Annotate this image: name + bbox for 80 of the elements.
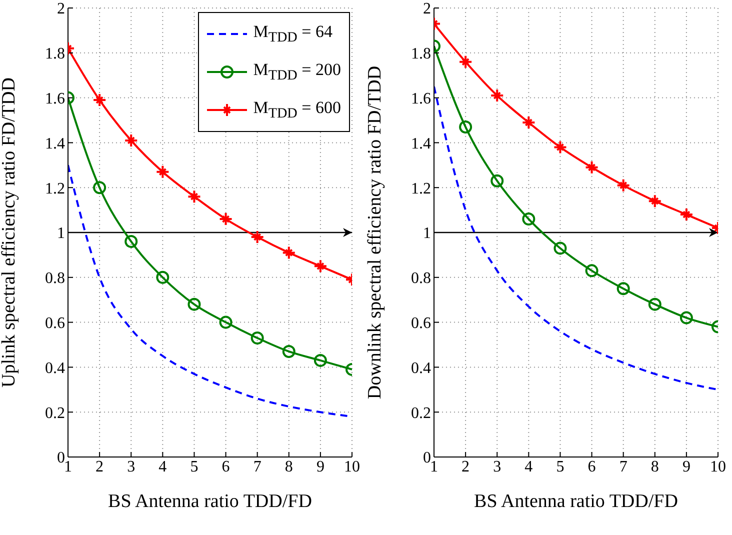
y-tick-label: 0.4 xyxy=(45,360,65,377)
y-tick-label: 1.6 xyxy=(45,90,65,108)
x-tick-label: 3 xyxy=(493,458,502,476)
point xyxy=(680,311,693,324)
y-tick-label: 0.8 xyxy=(45,270,65,288)
point xyxy=(218,212,233,226)
point xyxy=(313,259,328,274)
y-tick-label: 2 xyxy=(57,0,65,18)
x-tick-label: 9 xyxy=(682,458,690,476)
y-tick-label: 1.8 xyxy=(411,46,431,63)
point xyxy=(219,316,232,329)
point xyxy=(679,208,694,222)
y-tick-label: 1.4 xyxy=(411,135,431,152)
point xyxy=(282,344,296,358)
point xyxy=(490,174,504,188)
x-tick-label: 5 xyxy=(556,458,564,476)
point xyxy=(490,88,504,103)
point xyxy=(616,178,630,192)
y-tick-label: 0.2 xyxy=(45,404,65,422)
y-axis-title: Downlink spectral efficiency ratio FD/TDD xyxy=(364,66,386,400)
y-tick-label: 1 xyxy=(423,225,431,242)
x-tick-label: 7 xyxy=(253,458,262,476)
x-axis-title: BS Antenna ratio TDD/FD xyxy=(108,491,312,512)
point xyxy=(522,212,536,226)
point xyxy=(458,54,473,69)
y-tick-label: 1.4 xyxy=(45,135,65,152)
x-tick-label: 6 xyxy=(588,458,596,476)
x-tick-label: 9 xyxy=(316,458,324,476)
point xyxy=(92,93,107,108)
point xyxy=(522,115,536,130)
point xyxy=(156,270,170,284)
point xyxy=(188,298,201,311)
y-tick-label: 0.6 xyxy=(45,314,65,332)
point xyxy=(554,242,567,255)
legend-label: M$_{TDD}$ = 600 xyxy=(253,98,341,122)
y-tick-label: 0 xyxy=(423,450,431,467)
y-tick-label: 0.8 xyxy=(411,270,431,288)
x-tick-label: 2 xyxy=(96,458,104,476)
point xyxy=(93,181,106,194)
point xyxy=(156,164,170,179)
x-tick-label: 6 xyxy=(222,458,230,476)
point xyxy=(648,194,662,208)
y-tick-label: 0 xyxy=(57,450,65,467)
x-tick-label: 8 xyxy=(284,458,293,476)
point xyxy=(124,133,138,148)
x-tick-label: 7 xyxy=(619,458,628,476)
y-tick-label: 1.2 xyxy=(45,180,65,198)
point xyxy=(250,230,264,244)
point xyxy=(553,140,568,154)
legend-label: M$_{TDD}$ = 200 xyxy=(253,60,341,84)
y-tick-label: 1.8 xyxy=(45,46,65,63)
point xyxy=(648,298,662,311)
x-tick-label: 4 xyxy=(524,458,533,476)
point xyxy=(187,190,202,204)
point xyxy=(584,160,599,174)
x-tick-label: 8 xyxy=(650,458,659,476)
point xyxy=(585,264,598,278)
point xyxy=(124,234,138,248)
x-tick-label: 5 xyxy=(190,458,198,476)
x-tick-label: 10 xyxy=(710,458,726,476)
x-axis-title: BS Antenna ratio TDD/FD xyxy=(474,491,678,512)
y-tick-label: 1 xyxy=(57,225,65,242)
y-axis-title: Uplink spectral efficiency ratio FD/TDD xyxy=(0,78,20,388)
y-tick-label: 1.6 xyxy=(411,90,431,108)
x-tick-label: 2 xyxy=(462,458,470,476)
line-series xyxy=(434,86,718,391)
legend-label: M$_{TDD}$ = 64 xyxy=(253,22,332,46)
point xyxy=(250,332,264,345)
point xyxy=(616,282,630,296)
point xyxy=(314,354,327,367)
y-tick-label: 0.4 xyxy=(411,360,431,377)
y-tick-label: 2 xyxy=(423,0,431,18)
x-tick-label: 10 xyxy=(344,458,360,476)
y-tick-label: 0.2 xyxy=(411,404,431,422)
y-tick-label: 1.2 xyxy=(411,180,431,198)
x-tick-label: 3 xyxy=(127,458,136,476)
x-tick-label: 4 xyxy=(158,458,167,476)
point xyxy=(282,246,296,260)
point xyxy=(459,120,472,134)
y-tick-label: 0.6 xyxy=(411,314,431,332)
